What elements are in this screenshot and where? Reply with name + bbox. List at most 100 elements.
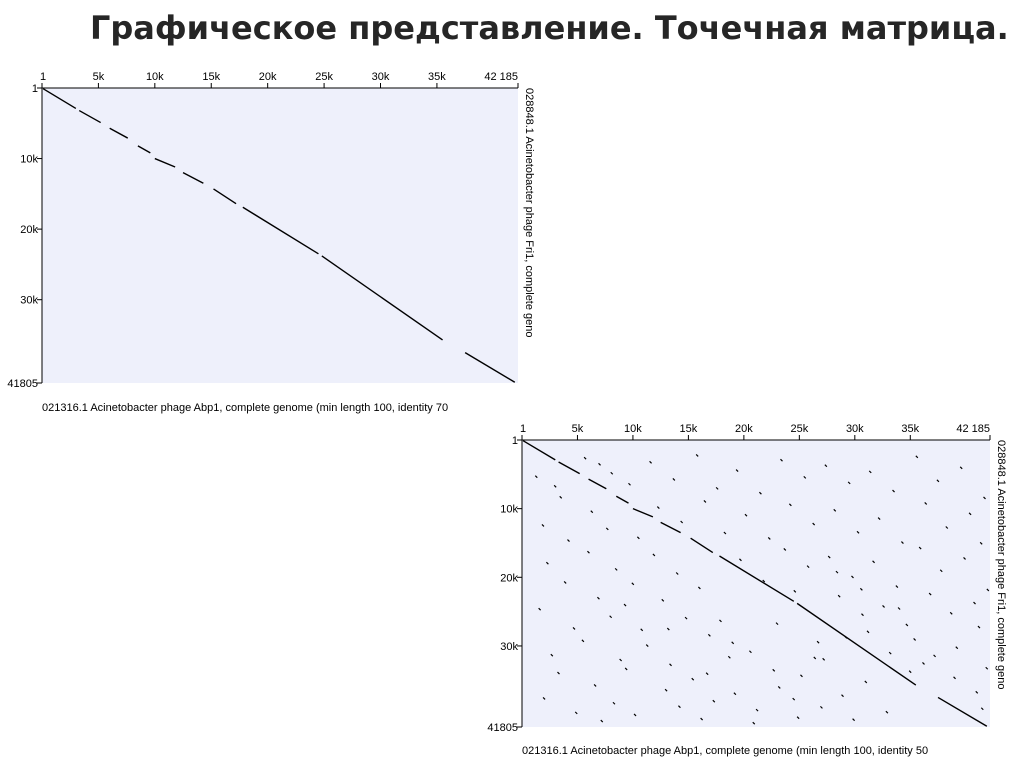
match-point [600,719,604,723]
match-point [587,550,590,554]
match-point [851,575,854,579]
match-point [897,607,901,610]
match-point [669,663,672,667]
match-point [888,651,892,655]
match-point [538,607,542,611]
x-tick-label: 35k [428,71,446,83]
plot-area [522,440,990,727]
match-point [775,622,779,626]
match-point [739,558,742,562]
dot-plot-1: 1 5k 10k 15k 20k 25k 30k 35k 42 185110k20k30k418… [7,71,535,414]
x-tick-label: 42 185 [484,71,518,83]
y-tick-label: 10k [20,154,38,166]
x-tick-label: 15k [202,71,220,83]
match-point [590,510,594,514]
alignment-segment [109,127,129,139]
match-point [973,601,976,605]
alignment-segment [690,537,714,554]
match-point [859,587,863,591]
y-tick-label: 10k [500,504,518,516]
match-point [933,654,937,658]
match-point [803,475,807,479]
match-point [977,625,981,629]
match-point [864,680,868,684]
match-point [557,671,560,675]
match-point [597,596,600,600]
alignment-segment [522,440,556,461]
match-point [856,530,860,534]
match-point [812,522,816,526]
match-point [959,466,963,470]
match-point [559,495,563,499]
match-point [837,594,841,598]
match-point [885,710,889,714]
match-point [882,605,885,608]
match-point [748,650,752,654]
match-point [783,548,787,551]
match-point [583,456,587,460]
match-point [861,613,864,617]
match-point [777,686,781,689]
match-point [705,672,709,676]
match-point [623,603,627,607]
match-point [731,641,735,645]
match-point [633,713,637,717]
match-point [822,657,826,661]
match-point [758,491,762,495]
x-tick-label: 1 [40,71,46,83]
match-point [612,701,616,705]
match-point [939,569,943,573]
y-axis-caption: 028848.1 Acinetobacter phage Fri1, compl… [995,440,1007,690]
match-point [983,496,986,500]
alignment-segment [558,461,581,475]
match-point [895,585,899,588]
match-point [827,555,831,559]
alignment-segment [42,88,77,110]
match-point [833,508,837,512]
match-point [755,708,759,712]
match-point [985,666,989,670]
match-point [553,484,557,488]
match-point [534,475,538,479]
match-point [767,537,771,540]
match-point [866,630,870,634]
match-point [980,707,984,711]
match-point [656,506,660,510]
alignment-segment [660,521,681,534]
match-point [636,536,640,540]
match-point [672,478,676,481]
alignment-segment [242,206,319,255]
match-point [649,460,652,464]
match-point [762,579,766,583]
match-point [780,458,783,462]
x-tick-label: 25k [315,71,333,83]
match-point [640,628,644,632]
x-tick-label: 15k [680,423,698,435]
match-point [697,586,701,590]
y-tick-label: 1 [512,435,518,447]
match-point [707,633,711,637]
alignment-segment [937,696,988,727]
alignment-segment [464,352,516,383]
match-point [666,627,670,631]
x-axis-caption: 021316.1 Acinetobacter phage Abp1, compl… [42,402,448,414]
match-point [598,462,601,466]
alignment-segment [182,172,204,184]
match-point [541,524,545,527]
match-point [824,464,828,468]
match-point [735,469,739,472]
match-point [868,470,872,474]
plot-area [42,88,518,383]
match-point [652,553,656,557]
match-point [908,670,912,674]
y-tick-label: 20k [500,572,518,584]
match-point [968,512,972,516]
match-point [719,619,722,623]
match-point [645,644,649,648]
match-point [892,489,895,493]
match-point [793,589,797,593]
y-tick-label: 41805 [487,722,518,734]
match-point [700,717,704,721]
match-point [727,655,731,659]
match-point [691,677,695,681]
